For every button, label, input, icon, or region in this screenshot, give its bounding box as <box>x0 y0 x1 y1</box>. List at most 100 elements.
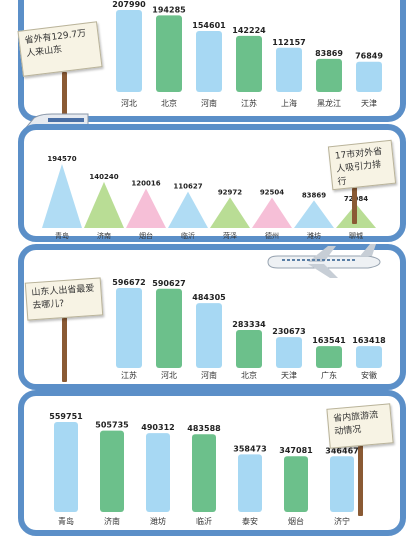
value-label: 283334 <box>232 320 266 329</box>
bar-潍坊 <box>146 433 170 512</box>
airplane-icon <box>267 244 381 278</box>
value-label: 207990 <box>112 0 146 9</box>
bar-黑龙江 <box>316 58 342 92</box>
bar-济宁 <box>330 456 354 512</box>
value-label: 484305 <box>192 293 226 302</box>
category-label: 安徽 <box>361 370 377 380</box>
category-label: 济南 <box>97 231 111 240</box>
value-label: 163418 <box>352 336 386 345</box>
chart-panel-1: 207990 河北 194285 北京 154601 河南 142224 江苏 112157 上海… <box>18 0 406 122</box>
sign-1: 省外有129.7万人来山东 <box>17 21 103 77</box>
value-label: 120016 <box>131 180 160 188</box>
category-label: 北京 <box>241 370 257 380</box>
value-label: 194285 <box>152 5 186 14</box>
chart-panel-2: 194570 青岛 140240 济南 120016 烟台 110627 临沂 92972 菏泽 9… <box>18 124 406 242</box>
value-label: 92972 <box>218 188 242 196</box>
value-label: 347081 <box>279 446 313 455</box>
bar-江苏 <box>116 288 142 368</box>
category-label: 河北 <box>161 370 177 380</box>
chart-shandong-outbound: 596672 江苏 590627 河北 484305 河南 283334 北京 230673 天津… <box>112 278 386 380</box>
bar-安徽 <box>356 346 382 368</box>
category-label: 青岛 <box>58 516 74 526</box>
mountain-临沂 <box>168 191 208 228</box>
chart-panel-4: 559751 青岛 505735 济南 490312 潍坊 483588 临沂 358473 泰安… <box>18 390 406 536</box>
sign-2: 17市对外省人吸引力排行 <box>327 139 397 191</box>
sign-3: 山东人出省最爱去哪儿? <box>24 277 104 321</box>
value-label: 140240 <box>89 173 118 181</box>
bar-广东 <box>316 346 342 368</box>
bar-上海 <box>276 47 302 92</box>
value-label: 83869 <box>315 49 343 58</box>
category-label: 济南 <box>104 516 120 526</box>
category-label: 河南 <box>201 98 217 108</box>
category-label: 临沂 <box>181 231 195 240</box>
value-label: 590627 <box>152 279 185 288</box>
category-label: 青岛 <box>55 231 69 240</box>
value-label: 346467 <box>325 446 358 455</box>
bar-烟台 <box>284 456 308 512</box>
value-label: 490312 <box>141 423 174 432</box>
bar-青岛 <box>54 422 78 512</box>
category-label: 江苏 <box>241 98 257 108</box>
category-label: 广东 <box>321 370 337 380</box>
bar-河南 <box>196 303 222 368</box>
chart-city-attraction: 194570 青岛 140240 济南 120016 烟台 110627 临沂 92972 菏泽 9… <box>42 155 376 240</box>
category-label: 济宁 <box>334 516 350 526</box>
chart-provinces-to-shandong: 207990 河北 194285 北京 154601 河南 142224 江苏 112157 上海… <box>112 0 383 108</box>
category-label: 河南 <box>201 370 217 380</box>
bar-临沂 <box>192 434 216 512</box>
category-label: 泰安 <box>242 516 258 526</box>
category-label: 聊城 <box>349 231 363 240</box>
value-label: 83869 <box>302 191 326 199</box>
value-label: 110627 <box>173 183 202 191</box>
sign-4: 省内旅游流动情况 <box>326 403 394 449</box>
value-label: 142224 <box>232 26 266 35</box>
value-label: 358473 <box>233 444 266 453</box>
category-label: 上海 <box>281 98 297 108</box>
category-label: 天津 <box>361 98 377 108</box>
value-label: 596672 <box>112 278 145 287</box>
category-label: 黑龙江 <box>317 98 341 108</box>
category-label: 烟台 <box>139 231 153 240</box>
category-label: 天津 <box>281 370 297 380</box>
value-label: 112157 <box>272 38 305 47</box>
sign-pole-1 <box>62 72 67 118</box>
bar-河南 <box>196 31 222 92</box>
category-label: 河北 <box>121 98 137 108</box>
sign-2-text: 17市对外省人吸引力排行 <box>334 146 383 188</box>
value-label: 92504 <box>260 189 284 197</box>
value-label: 505735 <box>95 421 129 430</box>
value-label: 483588 <box>187 424 221 433</box>
mountain-菏泽 <box>210 197 250 228</box>
sign-pole-2 <box>352 184 357 224</box>
category-label: 德州 <box>265 231 279 240</box>
bar-天津 <box>356 61 382 92</box>
mountain-济南 <box>84 181 124 228</box>
bar-河北 <box>116 10 142 92</box>
category-label: 潍坊 <box>307 231 321 240</box>
bar-江苏 <box>236 35 262 92</box>
category-label: 北京 <box>161 98 177 108</box>
category-label: 潍坊 <box>150 516 166 526</box>
mountain-德州 <box>252 197 292 228</box>
category-label: 菏泽 <box>223 231 237 240</box>
value-label: 230673 <box>272 327 305 336</box>
category-label: 烟台 <box>288 516 304 526</box>
bar-河北 <box>156 288 182 368</box>
chart-intra-province: 559751 青岛 505735 济南 490312 潍坊 483588 临沂 358473 泰安… <box>49 412 358 526</box>
category-label: 江苏 <box>121 370 137 380</box>
sign-3-text: 山东人出省最爱去哪儿? <box>31 283 95 312</box>
sign-pole-4 <box>358 440 363 516</box>
bar-泰安 <box>238 454 262 512</box>
bar-北京 <box>156 15 182 93</box>
mountain-青岛 <box>42 164 82 228</box>
sign-1-text: 省外有129.7万人来山东 <box>24 28 87 60</box>
value-label: 76849 <box>355 52 383 61</box>
bar-北京 <box>236 330 262 368</box>
bar-济南 <box>100 430 124 512</box>
value-label: 559751 <box>49 412 83 421</box>
mountain-烟台 <box>126 188 166 228</box>
sign-pole-3 <box>62 310 67 382</box>
category-label: 临沂 <box>196 516 212 526</box>
value-label: 194570 <box>47 155 76 163</box>
